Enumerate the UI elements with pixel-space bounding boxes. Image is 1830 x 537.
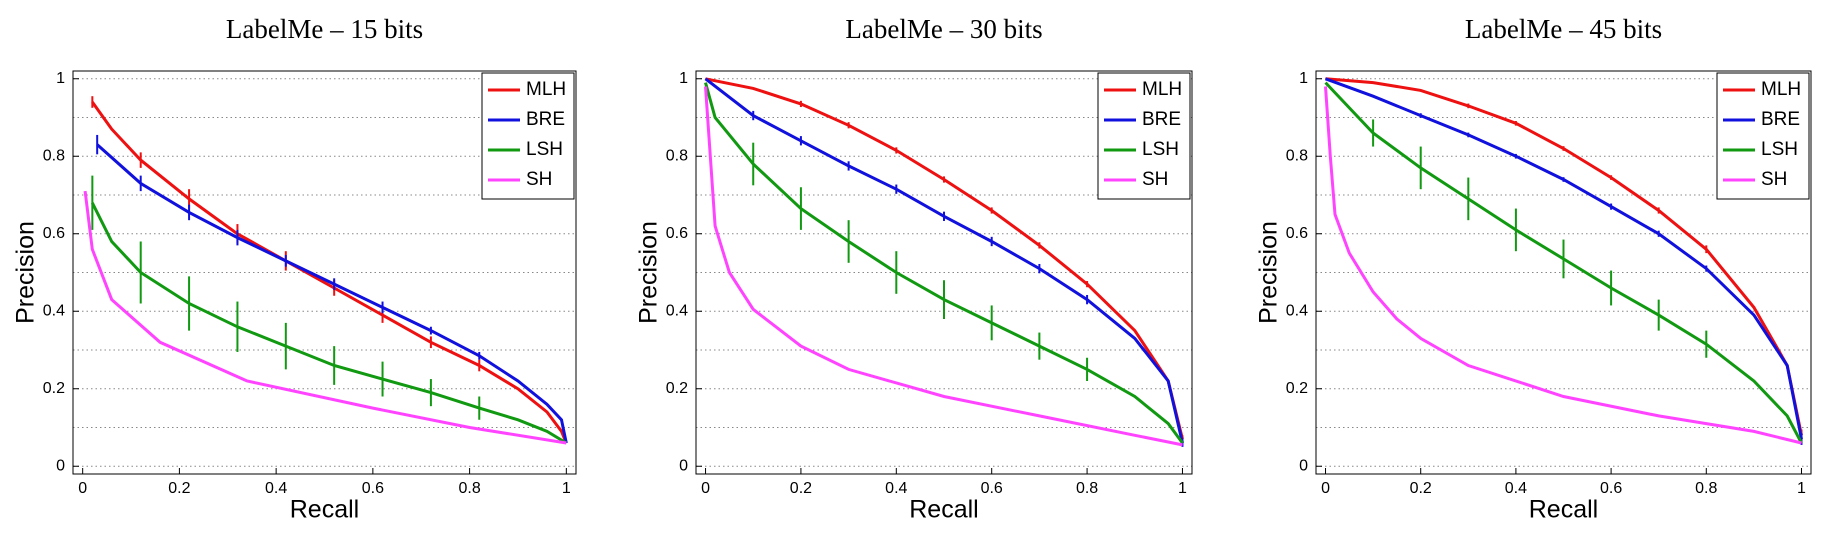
legend-box [1097,72,1191,200]
y-tick-label: 0.6 [1286,225,1308,242]
legend-box [1716,72,1810,200]
x-tick-label: 0.2 [790,480,812,497]
x-tick-label: 0.8 [1695,480,1717,497]
x-tick-label: 0.4 [265,480,287,497]
legend-label: MLH [526,79,566,100]
series-line [90,202,568,445]
legend-box [481,72,575,200]
y-tick-label: 0.8 [43,147,65,164]
y-tick-label: 1 [1299,70,1308,87]
legend-label: MLH [1761,79,1801,100]
y-tick-label: 0.8 [1286,147,1308,164]
x-tick-label: 0.8 [1076,480,1098,497]
legend-label: BRE [1142,109,1181,130]
x-tick-label: 1 [1178,480,1187,497]
x-tick-label: 0.2 [168,480,190,497]
x-axis-label: Recall [909,496,978,524]
y-tick-label: 0.4 [43,302,65,319]
y-tick-label: 0.8 [666,147,688,164]
x-tick-label: 0.4 [1505,480,1527,497]
y-tick-label: 0 [1299,457,1308,474]
panel: LabelMe – 30 bits 0 0.2 0.4 0.6 0.8 1 0 0.2 0.4 0.… [635,14,1193,524]
x-tick-label: 0 [78,480,87,497]
x-tick-label: 0.8 [458,480,480,497]
y-tick-label: 0.6 [43,225,65,242]
x-tick-label: 0.2 [1410,480,1432,497]
series-line [83,190,567,445]
chart-title: LabelMe – 45 bits [1465,14,1662,44]
legend-label: LSH [1142,139,1179,160]
x-axis-label: Recall [290,496,359,524]
series-line [1324,77,1803,440]
panel: LabelMe – 15 bits 0 0.2 0.4 0.6 0.8 1 0 0.2 0.4 0.… [12,14,577,524]
y-tick-label: 0.4 [1286,302,1308,319]
y-tick-label: 0.2 [43,380,65,397]
chart-title: LabelMe – 15 bits [226,14,423,44]
series-line [1325,77,1803,436]
x-tick-label: 1 [1797,480,1806,497]
y-axis-label: Precision [635,221,663,324]
legend-label: SH [1142,169,1168,190]
axes-frame [72,70,577,475]
x-axis-label: Recall [1529,496,1598,524]
series-line [704,77,1184,444]
x-tick-label: 0.4 [885,480,907,497]
legend-label: BRE [1761,109,1800,130]
y-tick-label: 0 [56,457,65,474]
panel: LabelMe – 45 bits 0 0.2 0.4 0.6 0.8 1 0 0.2 0.4 0.… [1255,14,1812,524]
x-tick-label: 1 [562,480,571,497]
series-line [1324,86,1802,445]
y-axis-label: Precision [1255,221,1283,324]
x-tick-label: 0 [701,480,710,497]
x-tick-label: 0.6 [1600,480,1622,497]
series-line [705,77,1184,440]
axes-frame [1315,70,1812,475]
legend-label: MLH [1142,79,1182,100]
legend-label: SH [526,169,552,190]
x-tick-label: 0.6 [981,480,1003,497]
y-tick-label: 0.2 [666,380,688,397]
y-tick-label: 0.4 [666,302,688,319]
y-tick-label: 0 [679,457,688,474]
y-tick-label: 0.6 [666,225,688,242]
axes-frame [695,70,1193,475]
legend-label: LSH [526,139,563,160]
series-line [1324,81,1803,444]
y-tick-label: 0.2 [1286,380,1308,397]
series-line [91,101,568,444]
series-line [704,86,1183,447]
legend-label: SH [1761,169,1787,190]
chart-title: LabelMe – 30 bits [845,14,1042,44]
legend-label: BRE [526,109,565,130]
y-tick-label: 1 [56,70,65,87]
legend-label: LSH [1761,139,1798,160]
y-axis-label: Precision [12,221,40,324]
x-tick-label: 0 [1321,480,1330,497]
y-tick-label: 1 [679,70,688,87]
x-tick-label: 0.6 [362,480,384,497]
